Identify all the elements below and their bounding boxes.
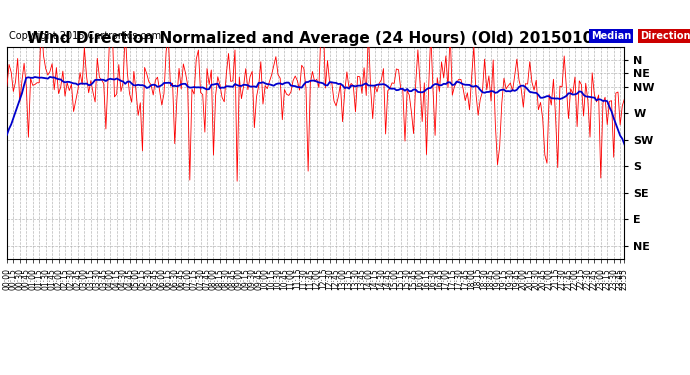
Title: Wind Direction Normalized and Average (24 Hours) (Old) 20150104: Wind Direction Normalized and Average (2…	[27, 31, 604, 46]
Text: Direction: Direction	[640, 32, 690, 41]
Text: Median: Median	[591, 32, 631, 41]
Text: Copyright 2015 Cartronics.com: Copyright 2015 Cartronics.com	[9, 32, 161, 41]
